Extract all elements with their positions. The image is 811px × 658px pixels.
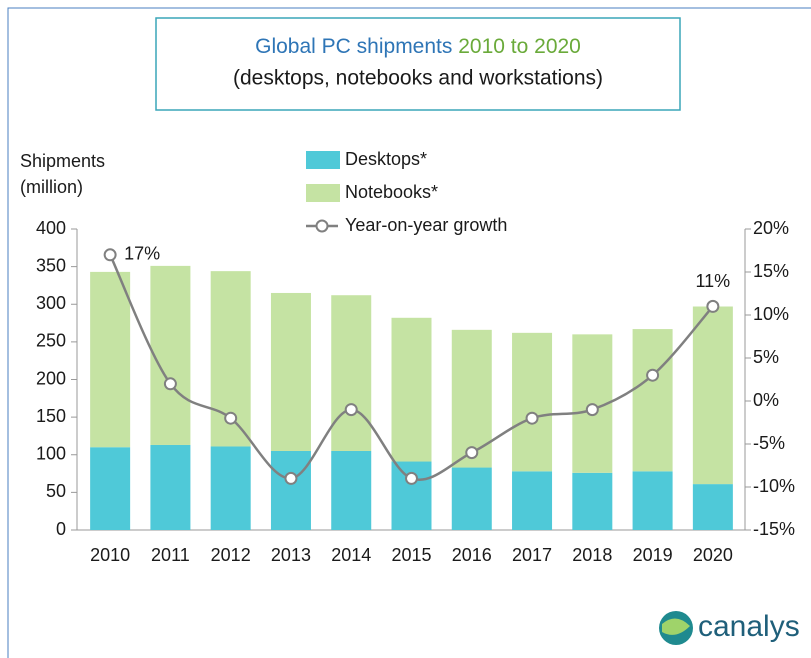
chart-title-line: Global PC shipments 2010 to 2020: [255, 35, 581, 58]
growth-line: [109, 254, 714, 481]
bar-segment: [331, 450, 372, 530]
y-tick-label: 250: [36, 331, 66, 351]
growth-marker: [646, 368, 660, 382]
growth-marker: [405, 471, 418, 485]
chart-title-years: 2010 to 2020: [458, 35, 581, 58]
legend-label: Desktops*: [345, 149, 427, 169]
growth-marker: [163, 377, 177, 391]
y-tick-label: 400: [36, 218, 66, 238]
bar-segment: [632, 329, 673, 472]
y2-tick-label: -10%: [753, 476, 795, 496]
y2-tick-label: 20%: [753, 218, 789, 238]
y-tick-label: 200: [36, 368, 66, 388]
data-label: 11%: [696, 271, 731, 291]
bar-segment: [90, 271, 131, 448]
bar-segment: [391, 317, 432, 462]
bar-segment: [90, 447, 131, 530]
bar-segment: [692, 306, 733, 485]
bar-segment: [210, 446, 251, 530]
data-label: 17%: [124, 244, 160, 264]
legend-label: Year-on-year growth: [345, 215, 507, 235]
x-tick-label: 2013: [271, 545, 311, 565]
x-tick-label: 2016: [452, 545, 492, 565]
bar-segment: [632, 471, 673, 530]
logo: canalys: [698, 610, 800, 643]
y-tick-label: 150: [36, 406, 66, 426]
x-tick-label: 2015: [391, 545, 431, 565]
y-tick-label: 50: [46, 481, 66, 501]
growth-marker: [344, 403, 358, 417]
x-tick-label: 2012: [211, 545, 251, 565]
y-tick-label: 100: [36, 444, 66, 464]
x-tick-label: 2010: [90, 545, 130, 565]
bar-segment: [150, 265, 191, 445]
chart-subtitle: (desktops, notebooks and workstations): [233, 67, 603, 90]
bar-segment: [692, 484, 733, 530]
legend-swatch: [306, 151, 340, 169]
bar-segment: [270, 292, 311, 451]
bar-segment: [391, 461, 432, 530]
y2-tick-label: 0%: [753, 390, 779, 410]
title-box: [155, 17, 681, 111]
chart-title: Global PC shipments: [255, 35, 452, 58]
x-tick-label: 2011: [151, 545, 190, 565]
bar-segment: [512, 471, 553, 530]
bar-segment: [572, 472, 613, 530]
y2-tick-label: 15%: [753, 261, 789, 281]
growth-marker: [103, 248, 117, 262]
growth-marker: [465, 446, 479, 460]
bar-segment: [451, 467, 492, 530]
legend-swatch: [306, 184, 340, 202]
legend-marker: [315, 219, 329, 233]
growth-marker: [284, 471, 298, 485]
y-axis-label: (million): [20, 177, 83, 197]
bar-segment: [270, 450, 311, 530]
growth-marker: [706, 299, 720, 313]
y-axis-label: Shipments: [20, 151, 105, 171]
y-tick-label: 300: [36, 293, 66, 313]
growth-marker: [585, 403, 599, 417]
x-tick-label: 2019: [633, 545, 673, 565]
growth-marker: [525, 411, 539, 425]
logo-icon-band: [662, 618, 690, 635]
legend-label: Notebooks*: [345, 182, 438, 202]
y2-tick-label: 5%: [753, 347, 779, 367]
x-tick-label: 2014: [331, 545, 371, 565]
y-tick-label: 350: [36, 255, 66, 275]
y-tick-label: 0: [56, 519, 66, 539]
x-tick-label: 2017: [512, 545, 552, 565]
y2-tick-label: 10%: [753, 304, 789, 324]
y2-tick-label: -5%: [753, 433, 785, 453]
growth-marker: [224, 411, 238, 425]
bar-segment: [331, 295, 372, 451]
x-tick-label: 2018: [572, 545, 612, 565]
bar-segment: [512, 332, 553, 472]
x-tick-label: 2020: [693, 545, 733, 565]
bar-segment: [150, 444, 191, 530]
y2-tick-label: -15%: [753, 519, 795, 539]
